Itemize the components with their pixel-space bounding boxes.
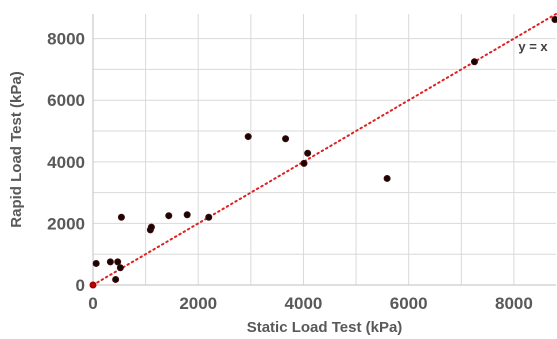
y-tick-label: 6000 — [47, 91, 85, 110]
data-point — [551, 16, 557, 24]
data-point — [383, 174, 391, 182]
data-points — [89, 16, 557, 289]
reference-line-group — [92, 13, 557, 286]
y-tick-label: 0 — [76, 276, 85, 295]
data-point — [106, 258, 114, 266]
data-point — [205, 213, 213, 221]
axes — [92, 14, 556, 286]
grid — [93, 14, 556, 285]
y-axis-title: Rapid Load Test (kPa) — [8, 71, 25, 227]
x-axis-title: Static Load Test (kPa) — [247, 319, 403, 336]
data-point — [116, 264, 124, 272]
y-tick-label: 8000 — [47, 30, 85, 49]
y-tick-label: 4000 — [47, 153, 85, 172]
data-point — [300, 159, 308, 167]
x-tick-label: 0 — [88, 294, 97, 313]
tick-labels: 0 2000 4000 6000 8000 0 2000 4000 6000 8000 — [47, 30, 533, 313]
data-point — [165, 212, 173, 220]
reference-line-label: y = x — [518, 39, 548, 54]
x-tick-label: 8000 — [495, 294, 533, 313]
origin-marker — [89, 281, 97, 289]
data-point — [244, 133, 252, 141]
data-point — [304, 149, 312, 157]
data-point — [470, 58, 478, 66]
x-tick-label: 4000 — [285, 294, 323, 313]
data-point — [112, 275, 120, 283]
x-tick-label: 6000 — [390, 294, 428, 313]
data-point — [282, 135, 290, 143]
data-point — [183, 211, 191, 219]
data-point — [92, 259, 100, 267]
reference-line — [92, 13, 557, 286]
data-point — [117, 213, 125, 221]
data-point — [114, 258, 122, 266]
x-tick-label: 2000 — [179, 294, 217, 313]
y-tick-label: 2000 — [47, 214, 85, 233]
data-point — [147, 223, 155, 231]
